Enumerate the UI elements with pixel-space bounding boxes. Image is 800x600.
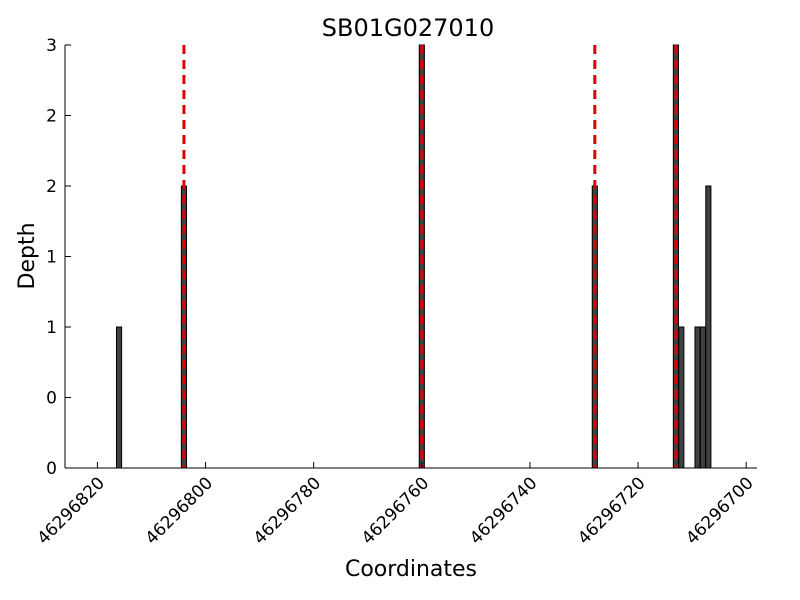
chart-title: SB01G027010 — [322, 14, 494, 42]
y-ticks-group: 0 0 1 1 2 2 3 — [46, 36, 71, 479]
y-tick-label-1: 0 — [46, 389, 57, 409]
bar-8 — [705, 185, 712, 469]
x-tick-label-5: 46296720 — [574, 473, 649, 548]
bar-5 — [678, 326, 685, 469]
bars-group — [115, 44, 712, 469]
y-tick-label-5: 2 — [46, 107, 57, 127]
x-ticks-group: 46296820 46296800 46296780 46296760 46296740… — [34, 462, 758, 549]
bar-7 — [699, 326, 707, 469]
x-tick-label-6: 46296700 — [682, 473, 757, 548]
y-tick-label-0: 0 — [46, 459, 57, 479]
x-tick-label-1: 46296800 — [142, 473, 217, 548]
y-tick-label-6: 3 — [46, 36, 57, 56]
x-tick-label-3: 46296760 — [358, 473, 433, 548]
bar-0 — [115, 326, 123, 469]
bar-6 — [694, 326, 701, 469]
plot-area: 46296820 46296800 46296780 46296760 46296740… — [34, 36, 758, 549]
x-axis-label: Coordinates — [345, 557, 477, 582]
y-axis-label: Depth — [15, 222, 40, 289]
y-tick-label-3: 1 — [46, 248, 57, 268]
x-tick-label-4: 46296740 — [466, 473, 541, 548]
marker-lines-group — [182, 45, 678, 468]
x-tick-label-2: 46296780 — [250, 473, 325, 548]
y-tick-label-4: 2 — [46, 177, 57, 197]
x-tick-label-0: 46296820 — [34, 473, 109, 548]
y-tick-label-2: 1 — [46, 318, 57, 338]
